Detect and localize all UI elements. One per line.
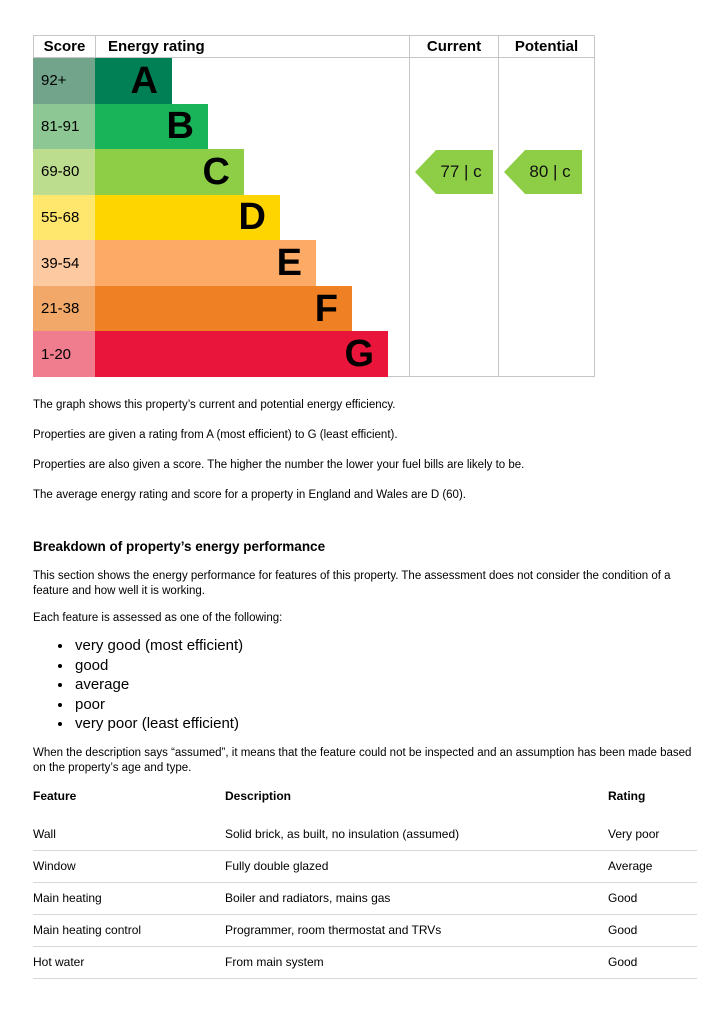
feature-row: Hot water From main system Good (33, 947, 697, 979)
assessment-levels-list: very good (most efficient)goodaveragepoo… (33, 636, 697, 734)
band-row-g: 1-20 G (33, 331, 595, 377)
features-header-rating: Rating (608, 788, 646, 803)
chart-body: 77 | c 80 | c 92+ A 81-91 B 69-80 C 55-68 D 39-5… (33, 58, 595, 377)
chart-right-border (594, 58, 595, 376)
chart-header-score: Score (34, 36, 96, 57)
assessment-level-item-3: average (73, 675, 697, 695)
description-cell: Solid brick, as built, no insulation (as… (225, 827, 460, 841)
intro-paragraph-4: The average energy rating and score for … (33, 489, 466, 501)
band-bar-e: E (95, 240, 316, 286)
band-row-c: 69-80 C (33, 149, 595, 195)
band-bar-d: D (95, 194, 280, 241)
features-table: Feature Description Rating Wall Solid bri… (33, 789, 697, 979)
feature-cell: Window (33, 859, 76, 873)
potential-column-divider (498, 58, 499, 376)
band-bar-a: A (95, 58, 172, 104)
band-bar-g: G (95, 331, 388, 377)
features-header-description: Description (225, 788, 292, 803)
breakdown-paragraph-3: When the description says “assumed”, it … (33, 746, 692, 774)
chart-header-potential: Potential (498, 36, 594, 57)
feature-row: Main heating Boiler and radiators, mains … (33, 883, 697, 915)
feature-cell: Main heating (33, 891, 102, 905)
score-range-b: 81-91 (33, 103, 95, 150)
chart-header-energy-rating: Energy rating (108, 38, 205, 55)
score-range-d: 55-68 (33, 194, 95, 241)
score-range-f: 21-38 (33, 285, 95, 332)
rating-cell: Good (608, 955, 638, 969)
description-cell: Programmer, room thermostat and TRVs (225, 923, 442, 937)
assessment-level-item-2: good (73, 656, 697, 676)
feature-row: Main heating control Programmer, room the… (33, 915, 697, 947)
description-cell: Boiler and radiators, mains gas (225, 891, 391, 905)
description-cell: From main system (225, 955, 324, 969)
score-range-a: 92+ (33, 58, 95, 104)
rating-cell: Good (608, 923, 638, 937)
assessment-level-item-5: very poor (least efficient) (73, 714, 697, 734)
intro-paragraph-2: Properties are given a rating from A (mo… (33, 429, 398, 441)
features-table-header-row: Feature Description Rating (33, 789, 697, 819)
description-cell: Fully double glazed (225, 859, 329, 873)
score-range-e: 39-54 (33, 240, 95, 286)
breakdown-paragraph-2: Each feature is assessed as one of the f… (33, 612, 283, 624)
feature-cell: Wall (33, 827, 56, 841)
band-row-a: 92+ A (33, 58, 595, 104)
band-bar-b: B (95, 103, 208, 150)
feature-row: Window Fully double glazed Average (33, 851, 697, 883)
current-rating-label: 77 | c (440, 162, 482, 181)
chart-header-row: Score Energy rating Current Potential (33, 35, 595, 58)
feature-cell: Main heating control (33, 923, 142, 937)
score-range-c: 69-80 (33, 149, 95, 195)
intro-paragraph-1: The graph shows this property’s current … (33, 399, 396, 411)
rating-cell: Average (608, 859, 653, 873)
breakdown-section-heading: Breakdown of property’s energy performan… (33, 539, 326, 554)
rating-cell: Very poor (608, 827, 660, 841)
epc-rating-chart: Score Energy rating Current Potential 77… (33, 35, 595, 377)
score-range-g: 1-20 (33, 331, 95, 377)
rating-cell: Good (608, 891, 638, 905)
chart-header-current: Current (409, 36, 498, 57)
current-column-divider (409, 58, 410, 376)
feature-cell: Hot water (33, 955, 85, 969)
band-row-e: 39-54 E (33, 240, 595, 286)
assessment-level-item-1: very good (most efficient) (73, 636, 697, 656)
band-row-f: 21-38 F (33, 285, 595, 332)
band-row-b: 81-91 B (33, 103, 595, 150)
band-bar-f: F (95, 285, 352, 332)
feature-row: Wall Solid brick, as built, no insulation… (33, 819, 697, 851)
band-bar-c: C (95, 149, 244, 195)
assessment-level-item-4: poor (73, 695, 697, 715)
potential-rating-label: 80 | c (529, 162, 571, 181)
band-row-d: 55-68 D (33, 194, 595, 241)
features-header-feature: Feature (33, 788, 77, 803)
intro-paragraph-3: Properties are also given a score. The h… (33, 459, 525, 471)
breakdown-paragraph-1: This section shows the energy performanc… (33, 570, 671, 597)
